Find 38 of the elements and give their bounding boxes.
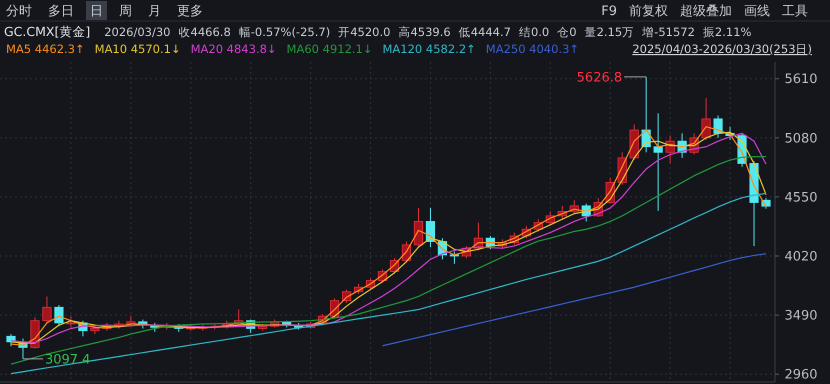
text: 更多 [177, 4, 203, 19]
text: MA10 4570.1↓ [94, 42, 181, 56]
text: 2025/04/03-2026/03/30(253日) [632, 42, 812, 56]
text: 多日 [48, 4, 74, 19]
annotation: 3097.4 [44, 352, 90, 368]
text: 超级叠加 [680, 4, 732, 19]
text: 周 [119, 4, 132, 19]
text: 振2.11% [702, 25, 752, 39]
text: 高4539.6 [398, 25, 451, 39]
text: 仓0 [557, 25, 577, 39]
text: MA250 4040.3↑ [486, 42, 580, 56]
text: 分时 [6, 4, 32, 19]
text: F9 [601, 4, 617, 19]
text: 幅-0.57%(-25.7) [238, 25, 330, 39]
text: 收4466.8 [178, 25, 231, 39]
y-tick-label: 4550 [784, 190, 818, 206]
text: 日 [90, 4, 103, 19]
text: MA60 4912.1↓ [286, 42, 372, 56]
text: 画线 [744, 4, 770, 19]
text: 2026/03/30 [104, 25, 171, 39]
text: 量2.15万 [584, 25, 634, 39]
y-tick-label: 5610 [784, 72, 818, 88]
text: MA5 4462.3↑ [6, 42, 85, 56]
y-tick-label: 3490 [784, 308, 818, 324]
y-tick-label: 2960 [784, 368, 818, 383]
y-tick-label: 5080 [784, 131, 818, 146]
text: MA120 4582.2↑ [382, 42, 476, 56]
text: 工具 [782, 4, 808, 19]
chart-title: GC.CMX[黄金] [4, 24, 90, 39]
text: 结0.0 [518, 25, 550, 39]
annotation: 5626.8 [576, 70, 622, 86]
text: 低4444.7 [458, 25, 511, 39]
text: 增-51572 [641, 25, 695, 39]
y-tick-label: 4020 [784, 250, 818, 265]
text: 开4520.0 [338, 25, 390, 39]
text: 月 [148, 4, 161, 19]
text: MA20 4843.8↓ [190, 42, 277, 56]
text: 前复权 [629, 4, 668, 19]
